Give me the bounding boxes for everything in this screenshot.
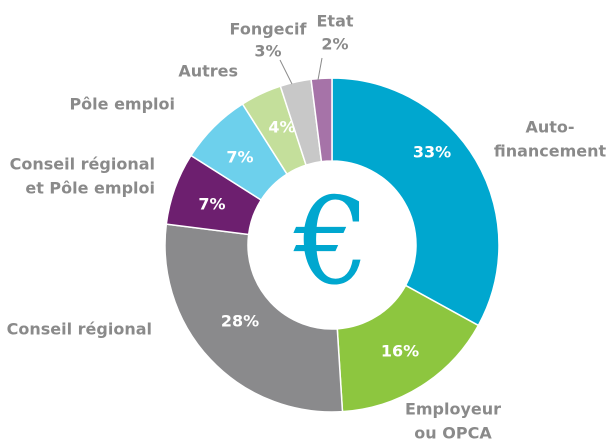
- category-label: Auto-: [525, 118, 574, 137]
- category-label: financement: [494, 142, 606, 161]
- category-label: Employeur: [405, 400, 501, 419]
- category-label: Pôle emploi: [69, 95, 175, 114]
- category-label: et Pôle emploi: [25, 179, 155, 198]
- center-symbol: €: [293, 173, 370, 312]
- value-label: 2%: [321, 35, 348, 54]
- donut-slice: [331, 77, 500, 327]
- value-label: 16%: [381, 342, 419, 361]
- value-label: 33%: [413, 143, 451, 162]
- category-label: Autres: [178, 62, 238, 81]
- value-label: 7%: [226, 148, 253, 167]
- value-label: 3%: [254, 42, 281, 61]
- donut-slice: [164, 223, 344, 413]
- value-label: 4%: [268, 118, 295, 137]
- value-label: 28%: [221, 312, 259, 331]
- category-label: Conseil régional: [7, 320, 152, 339]
- value-label: 7%: [198, 195, 225, 214]
- leader-line: [317, 57, 323, 81]
- category-label: Etat: [316, 12, 353, 31]
- category-label: Conseil régional: [10, 155, 155, 174]
- category-label: Fongecif: [230, 20, 308, 39]
- leader-line: [279, 59, 293, 85]
- category-label: ou OPCA: [414, 424, 492, 442]
